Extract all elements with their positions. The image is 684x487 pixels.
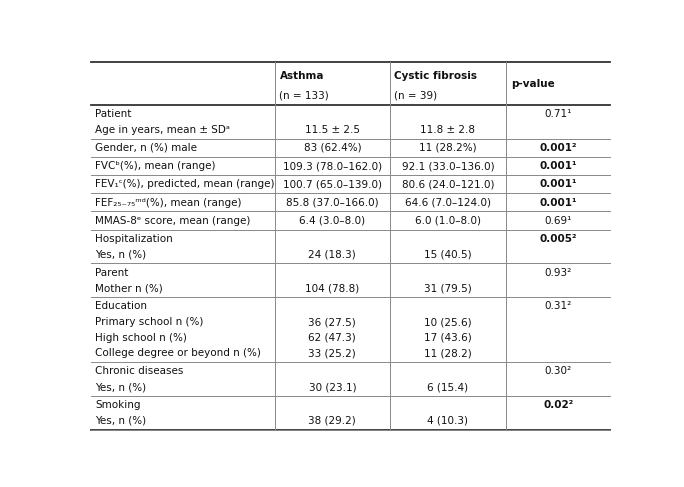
Text: 6 (15.4): 6 (15.4) xyxy=(428,382,469,392)
Text: 30 (23.1): 30 (23.1) xyxy=(308,382,356,392)
Text: 0.001¹: 0.001¹ xyxy=(540,179,577,189)
Text: 62 (47.3): 62 (47.3) xyxy=(308,333,356,343)
Text: 80.6 (24.0–121.0): 80.6 (24.0–121.0) xyxy=(402,179,495,189)
Text: 0.02²: 0.02² xyxy=(543,400,573,410)
Text: 109.3 (78.0–162.0): 109.3 (78.0–162.0) xyxy=(282,161,382,171)
Text: Age in years, mean ± SDᵃ: Age in years, mean ± SDᵃ xyxy=(95,125,230,135)
Text: 100.7 (65.0–139.0): 100.7 (65.0–139.0) xyxy=(283,179,382,189)
Text: 0.71¹: 0.71¹ xyxy=(544,109,572,119)
Text: FEV₁ᶜ(%), predicted, mean (range): FEV₁ᶜ(%), predicted, mean (range) xyxy=(95,179,274,189)
Text: Cystic fibrosis: Cystic fibrosis xyxy=(394,71,477,81)
Text: 104 (78.8): 104 (78.8) xyxy=(305,283,360,293)
Text: 38 (29.2): 38 (29.2) xyxy=(308,416,356,426)
Text: (n = 133): (n = 133) xyxy=(280,91,329,101)
Text: FVCᵇ(%), mean (range): FVCᵇ(%), mean (range) xyxy=(95,161,215,171)
Text: Yes, n (%): Yes, n (%) xyxy=(95,249,146,260)
Text: 0.30²: 0.30² xyxy=(544,366,572,376)
Text: 0.001¹: 0.001¹ xyxy=(540,198,577,207)
Text: (n = 39): (n = 39) xyxy=(394,91,437,101)
Text: 0.001¹: 0.001¹ xyxy=(540,161,577,171)
Text: Primary school n (%): Primary school n (%) xyxy=(95,317,203,327)
Text: Chronic diseases: Chronic diseases xyxy=(95,366,183,376)
Text: p-value: p-value xyxy=(511,78,555,89)
Text: 10 (25.6): 10 (25.6) xyxy=(424,317,472,327)
Text: 64.6 (7.0–124.0): 64.6 (7.0–124.0) xyxy=(405,198,491,207)
Text: High school n (%): High school n (%) xyxy=(95,333,187,343)
Text: 31 (79.5): 31 (79.5) xyxy=(424,283,472,293)
Text: Parent: Parent xyxy=(95,268,129,278)
Text: Education: Education xyxy=(95,301,147,312)
Text: 33 (25.2): 33 (25.2) xyxy=(308,348,356,358)
Text: Mother n (%): Mother n (%) xyxy=(95,283,163,293)
Text: 4 (10.3): 4 (10.3) xyxy=(428,416,469,426)
Text: Yes, n (%): Yes, n (%) xyxy=(95,416,146,426)
Text: Asthma: Asthma xyxy=(280,71,324,81)
Text: Gender, n (%) male: Gender, n (%) male xyxy=(95,143,197,153)
Text: 15 (40.5): 15 (40.5) xyxy=(424,249,472,260)
Text: 6.0 (1.0–8.0): 6.0 (1.0–8.0) xyxy=(415,216,481,226)
Text: 92.1 (33.0–136.0): 92.1 (33.0–136.0) xyxy=(402,161,495,171)
Text: College degree or beyond n (%): College degree or beyond n (%) xyxy=(95,348,261,358)
Text: 6.4 (3.0–8.0): 6.4 (3.0–8.0) xyxy=(300,216,365,226)
Text: 36 (27.5): 36 (27.5) xyxy=(308,317,356,327)
Text: FEF₂₅₋₇₅ᵐᵈ(%), mean (range): FEF₂₅₋₇₅ᵐᵈ(%), mean (range) xyxy=(95,198,241,207)
Text: 0.001²: 0.001² xyxy=(540,143,577,153)
Text: Yes, n (%): Yes, n (%) xyxy=(95,382,146,392)
Text: 83 (62.4%): 83 (62.4%) xyxy=(304,143,361,153)
Text: 11.8 ± 2.8: 11.8 ± 2.8 xyxy=(421,125,475,135)
Text: MMAS-8ᵉ score, mean (range): MMAS-8ᵉ score, mean (range) xyxy=(95,216,250,226)
Text: 11 (28.2%): 11 (28.2%) xyxy=(419,143,477,153)
Text: Patient: Patient xyxy=(95,109,131,119)
Text: 0.69¹: 0.69¹ xyxy=(544,216,572,226)
Text: Smoking: Smoking xyxy=(95,400,140,410)
Text: 0.93²: 0.93² xyxy=(544,268,572,278)
Text: 0.005²: 0.005² xyxy=(540,234,577,244)
Text: 11 (28.2): 11 (28.2) xyxy=(424,348,472,358)
Text: 0.31²: 0.31² xyxy=(544,301,572,312)
Text: 17 (43.6): 17 (43.6) xyxy=(424,333,472,343)
Text: 24 (18.3): 24 (18.3) xyxy=(308,249,356,260)
Text: 11.5 ± 2.5: 11.5 ± 2.5 xyxy=(305,125,360,135)
Text: Hospitalization: Hospitalization xyxy=(95,234,173,244)
Text: 85.8 (37.0–166.0): 85.8 (37.0–166.0) xyxy=(286,198,379,207)
